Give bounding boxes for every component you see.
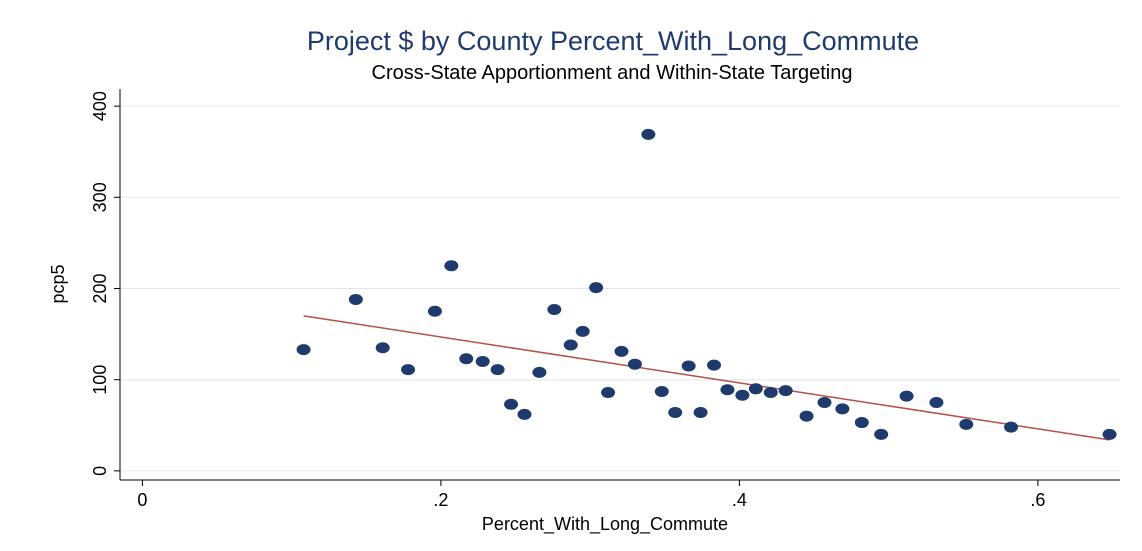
y-tick-label-2: 200 — [90, 273, 110, 303]
y-tick-label-3: 300 — [90, 182, 110, 212]
data-point-20 — [654, 386, 669, 398]
y-tick-label-4: 400 — [90, 91, 110, 121]
data-point-26 — [735, 389, 750, 401]
data-point-25 — [720, 384, 735, 396]
data-point-21 — [668, 407, 683, 419]
data-point-39 — [1102, 428, 1117, 440]
data-point-9 — [504, 398, 519, 410]
data-point-1 — [348, 293, 363, 305]
data-point-23 — [693, 407, 708, 419]
data-point-38 — [1004, 421, 1019, 433]
x-tick-label-3: .6 — [1030, 490, 1045, 510]
data-point-2 — [375, 342, 390, 354]
data-point-16 — [601, 386, 616, 398]
data-point-17 — [614, 345, 629, 357]
data-point-3 — [401, 364, 416, 376]
data-point-4 — [427, 305, 442, 317]
data-point-12 — [547, 303, 562, 315]
data-point-13 — [563, 339, 578, 351]
x-tick-label-0: 0 — [137, 490, 147, 510]
data-point-7 — [475, 355, 490, 367]
data-point-6 — [459, 353, 474, 365]
data-point-22 — [681, 360, 696, 372]
data-point-24 — [707, 359, 722, 371]
x-tick-label-1: .2 — [433, 490, 448, 510]
data-point-19 — [641, 128, 656, 140]
grid-lines — [120, 105, 1120, 472]
data-point-27 — [748, 383, 763, 395]
data-point-35 — [899, 390, 914, 402]
data-point-8 — [490, 364, 505, 376]
data-point-30 — [799, 410, 814, 422]
data-point-31 — [817, 396, 832, 408]
x-tick-label-2: .4 — [732, 490, 747, 510]
data-point-5 — [444, 260, 459, 272]
axes — [114, 89, 1120, 486]
data-points — [296, 128, 1117, 440]
data-point-33 — [854, 417, 869, 429]
data-point-28 — [763, 386, 778, 398]
fit-line — [303, 315, 1110, 441]
data-point-14 — [575, 325, 590, 337]
data-point-32 — [835, 403, 850, 415]
y-axis-label: pcp5 — [48, 264, 68, 303]
data-point-0 — [296, 344, 311, 356]
chart-subtitle: Cross-State Apportionment and Within-Sta… — [372, 62, 853, 84]
data-point-10 — [517, 408, 532, 420]
y-tick-label-0: 0 — [90, 466, 110, 476]
tick-labels: 0 100 200 300 400 0 .2 .4 .6 — [90, 91, 1045, 510]
x-axis-label: Percent_With_Long_Commute — [482, 514, 728, 535]
data-point-34 — [874, 428, 889, 440]
data-point-15 — [589, 282, 604, 294]
data-point-36 — [929, 396, 944, 408]
y-tick-label-1: 100 — [90, 365, 110, 395]
data-point-18 — [627, 358, 642, 370]
data-point-11 — [532, 366, 547, 378]
chart-title: Project $ by County Percent_With_Long_Co… — [307, 26, 919, 56]
data-point-29 — [778, 385, 793, 397]
data-point-37 — [959, 418, 974, 430]
